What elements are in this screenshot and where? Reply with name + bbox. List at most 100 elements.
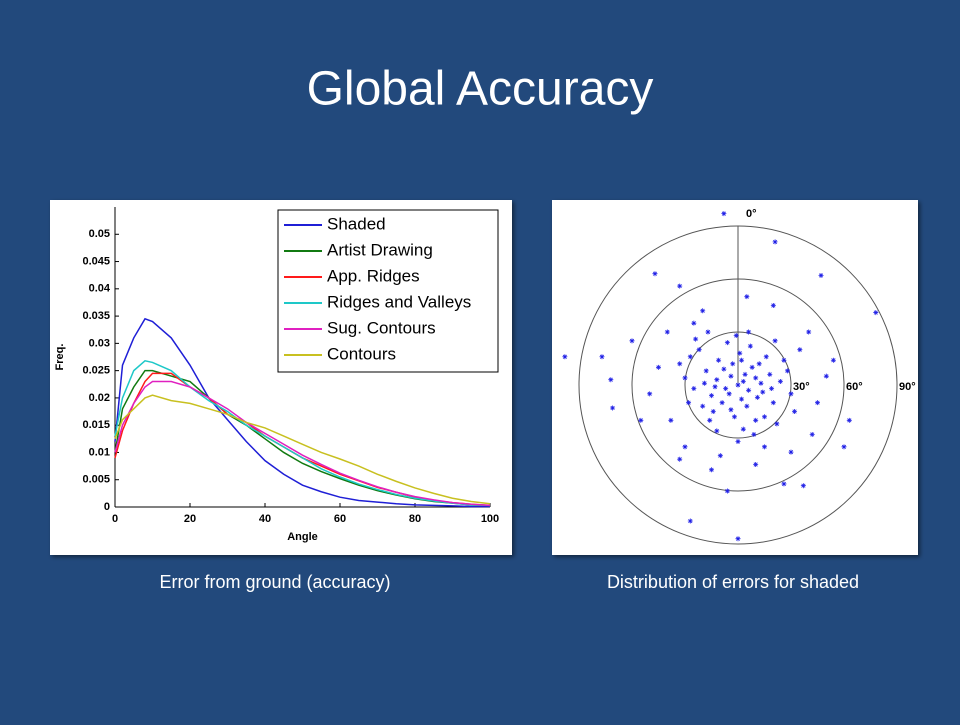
- scatter-point: [714, 428, 720, 434]
- scatter-point: [682, 444, 688, 450]
- scatter-point: [721, 211, 727, 217]
- scatter-point: [691, 386, 697, 392]
- x-tick-label: 60: [334, 513, 346, 525]
- legend-label: Contours: [327, 344, 396, 363]
- scatter-point: [719, 400, 725, 406]
- scatter-point: [682, 375, 688, 381]
- scatter-point: [687, 518, 693, 524]
- scatter-point: [788, 449, 794, 455]
- scatter-point: [677, 456, 683, 462]
- scatter-point: [841, 444, 847, 450]
- scatter-point: [677, 361, 683, 367]
- scatter-point: [735, 382, 741, 388]
- y-tick-label: 0: [104, 501, 110, 513]
- scatter-point: [629, 338, 635, 344]
- scatter-point: [701, 380, 707, 386]
- scatter-point: [705, 329, 711, 335]
- scatter-point: [763, 354, 769, 360]
- scatter-point: [728, 407, 734, 413]
- line-series: [114, 360, 491, 507]
- legend-label: App. Ridges: [327, 266, 420, 285]
- y-tick-label: 0.01: [89, 446, 110, 458]
- scatter-point: [709, 393, 714, 399]
- y-tick-label: 0.02: [89, 392, 110, 404]
- scatter-point: [753, 462, 759, 467]
- scatter-point: [815, 400, 820, 406]
- scatter-point: [760, 389, 766, 395]
- scatter-point: [716, 357, 722, 363]
- scatter-point: [739, 396, 745, 402]
- scatter-point: [809, 431, 815, 437]
- scatter-point: [735, 439, 741, 445]
- slide-title: Global Accuracy: [307, 63, 654, 116]
- line-series: [114, 394, 491, 505]
- y-tick-label: 0.05: [89, 228, 110, 240]
- scatter-point: [823, 373, 829, 379]
- line-series: [114, 317, 490, 508]
- scatter-point: [647, 391, 653, 397]
- line-series: [114, 380, 491, 507]
- y-tick-label: 0.035: [82, 310, 110, 322]
- scatter-point: [788, 391, 794, 397]
- scatter-point: [739, 357, 745, 363]
- scatter-point: [753, 417, 759, 423]
- x-tick-label: 20: [184, 513, 196, 525]
- y-tick-label: 0.03: [89, 337, 110, 349]
- scatter-point: [691, 320, 697, 326]
- scatter-point: [733, 333, 739, 339]
- scatter-point: [770, 303, 776, 308]
- scatter-point: [608, 377, 614, 383]
- scatter-point: [742, 371, 748, 377]
- r-tick-label: 60°: [846, 381, 863, 393]
- scatter-point: [774, 421, 780, 427]
- scatter-point: [731, 414, 737, 420]
- scatter-point: [744, 294, 750, 300]
- chart-panel: [552, 200, 918, 555]
- scatter-point: [781, 481, 787, 487]
- scatter-point: [721, 366, 727, 372]
- scatter-point: [744, 403, 750, 409]
- scatter-point: [707, 417, 713, 423]
- scatter-point: [800, 483, 806, 489]
- caption: Distribution of errors for shaded: [607, 572, 859, 592]
- x-tick-label: 80: [409, 513, 421, 525]
- scatter-point: [610, 405, 616, 411]
- scatter-point: [717, 453, 723, 459]
- scatter-point: [710, 409, 716, 414]
- y-tick-label: 0.045: [82, 255, 110, 267]
- scatter-point: [677, 283, 683, 289]
- scatter-point: [756, 361, 762, 367]
- legend-box: [277, 209, 499, 373]
- scatter-point: [806, 329, 812, 335]
- scatter-point: [754, 394, 760, 400]
- scatter-point: [687, 354, 693, 360]
- x-tick-label: 40: [259, 513, 271, 525]
- legend-label: Shaded: [327, 214, 386, 233]
- scatter-point: [772, 239, 778, 245]
- y-tick-label: 0.04: [89, 283, 111, 295]
- scatter-point: [730, 361, 736, 367]
- scatter-point: [769, 386, 775, 392]
- scatter-point: [728, 373, 734, 379]
- scatter-point: [724, 340, 730, 346]
- scatter-point: [772, 338, 778, 344]
- y-tick-label: 0.025: [82, 365, 110, 377]
- scatter-point: [830, 357, 836, 363]
- scatter-point: [693, 336, 699, 342]
- legend-label: Ridges and Valleys: [327, 292, 471, 311]
- scatter-point: [735, 536, 741, 542]
- scatter-point: [740, 378, 746, 384]
- scatter-point: [784, 368, 790, 374]
- scatter-point: [797, 347, 803, 353]
- scatter-point: [562, 354, 568, 360]
- scatter-point: [737, 350, 743, 356]
- scatter-point: [686, 400, 692, 406]
- scatter-point: [696, 347, 702, 353]
- scatter-point: [846, 417, 852, 423]
- scatter-point: [709, 467, 714, 473]
- scatter-point: [762, 414, 767, 420]
- scatter-point: [753, 375, 759, 381]
- caption: Error from ground (accuracy): [159, 572, 390, 592]
